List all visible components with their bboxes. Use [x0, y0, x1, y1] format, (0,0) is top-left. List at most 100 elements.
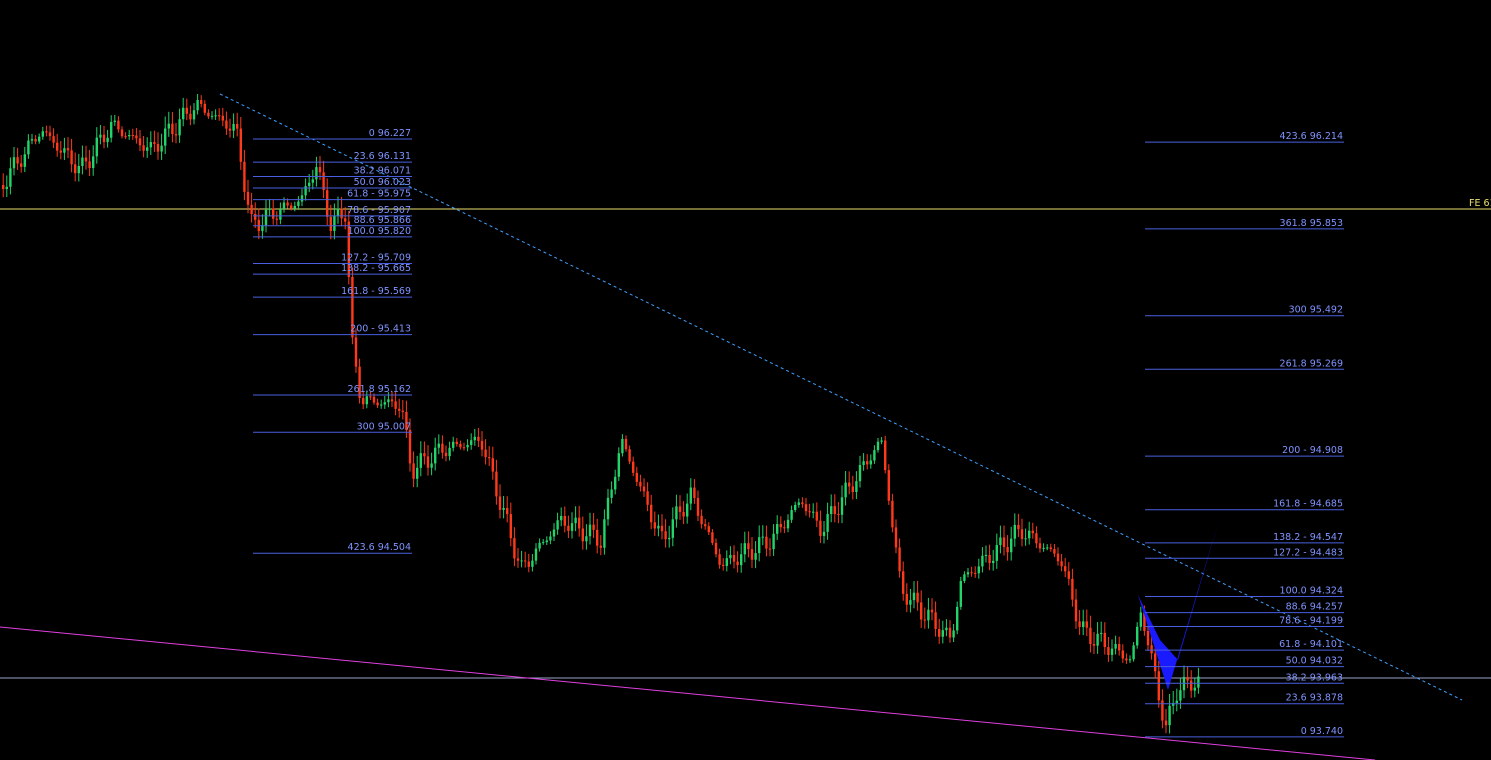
fib-level-label: 361.8 95.853 — [1280, 218, 1343, 229]
candle-body — [1028, 530, 1031, 539]
candle-body — [416, 467, 419, 479]
candle-body — [927, 609, 930, 621]
candle-body — [120, 129, 124, 137]
candle-body — [135, 135, 138, 139]
candle-body — [945, 627, 948, 631]
candle-body — [632, 461, 635, 473]
candle-body — [491, 458, 494, 472]
candle-body — [225, 120, 228, 129]
candle-body — [520, 560, 523, 562]
candle-body — [282, 202, 286, 209]
candle-body — [200, 100, 203, 104]
candle-body — [146, 147, 149, 151]
candle-body — [228, 128, 232, 131]
candle-body — [826, 513, 829, 532]
candle-body — [1013, 524, 1016, 539]
candle-body — [160, 145, 163, 152]
candle-body — [830, 506, 833, 514]
candle-body — [1031, 530, 1034, 534]
candle-body — [862, 461, 865, 466]
candle-body — [452, 441, 455, 448]
candle-body — [840, 497, 844, 515]
candle-body — [380, 404, 383, 406]
candle-body — [815, 511, 818, 521]
candle-body — [664, 531, 667, 540]
candle-body — [1139, 612, 1142, 627]
candle-body — [434, 447, 437, 464]
candle-body — [333, 215, 336, 231]
candle-body — [128, 135, 131, 137]
candle-body — [855, 481, 858, 493]
fib-level-label: 161.8 - 95.569 — [341, 286, 411, 297]
candle-body — [110, 121, 113, 138]
candle-body — [797, 502, 800, 505]
candle-body — [88, 161, 91, 169]
fib-level-label: 300 95.492 — [1289, 305, 1343, 316]
candle-body — [1006, 547, 1009, 553]
candle-body — [992, 560, 995, 564]
candle-body — [988, 554, 991, 564]
candle-body — [304, 186, 307, 196]
fib-level-label: 138.2 - 95.665 — [341, 263, 411, 274]
candle-body — [203, 103, 206, 113]
candle-body — [704, 524, 707, 527]
candle-body — [912, 592, 916, 601]
candle-body — [686, 503, 689, 517]
candle-body — [297, 201, 300, 206]
candle-body — [322, 172, 325, 191]
candle-body — [167, 123, 170, 129]
candle-body — [1038, 543, 1042, 549]
candle-body — [567, 525, 570, 531]
candle-body — [264, 209, 268, 226]
candle-body — [732, 554, 736, 562]
candle-body — [81, 157, 84, 167]
fib-level-label: 300 95.007 — [357, 421, 411, 432]
candle-body — [743, 543, 746, 555]
candle-body — [340, 208, 343, 219]
candle-body — [963, 574, 966, 581]
candle-body — [66, 148, 70, 151]
fib-level-label: 78.6 - 94.199 — [1279, 616, 1343, 627]
candle-body — [675, 506, 678, 520]
candle-body — [59, 150, 62, 153]
candle-body — [164, 128, 167, 146]
candle-body — [1067, 571, 1070, 579]
fib-level-label: 50.0 96.023 — [354, 177, 411, 188]
candle-body — [1103, 632, 1106, 648]
candle-body — [531, 560, 534, 567]
candle-body — [563, 515, 566, 526]
candle-body — [48, 132, 52, 137]
candle-body — [56, 142, 59, 151]
candle-body — [174, 134, 178, 136]
candle-body — [585, 536, 588, 542]
candle-body — [758, 537, 761, 554]
candle-body — [1172, 702, 1175, 706]
candle-body — [250, 204, 253, 215]
candle-body — [23, 154, 26, 167]
candle-body — [560, 515, 563, 521]
candle-body — [272, 208, 275, 219]
candle-body — [189, 113, 192, 120]
candle-body — [1190, 680, 1193, 691]
candle-body — [1017, 524, 1020, 530]
candle-body — [549, 536, 552, 541]
candle-body — [1024, 538, 1027, 540]
candle-body — [1146, 630, 1150, 646]
fib-level-label: 88.6 95.866 — [354, 215, 411, 226]
candle-body — [700, 515, 703, 525]
candle-body — [1132, 645, 1135, 660]
candle-body — [185, 107, 188, 114]
candle-body — [218, 115, 221, 117]
candle-body — [1110, 648, 1114, 655]
fib-level-label: 23.6 96.131 — [354, 151, 411, 162]
candle-body — [171, 123, 174, 135]
candle-body — [117, 120, 120, 130]
candle-body — [495, 471, 498, 497]
candle-body — [1197, 676, 1200, 688]
candle-body — [722, 564, 725, 566]
candle-body — [909, 600, 912, 605]
candle-body — [761, 536, 764, 538]
candle-body — [470, 440, 473, 445]
candle-body — [1107, 647, 1110, 655]
